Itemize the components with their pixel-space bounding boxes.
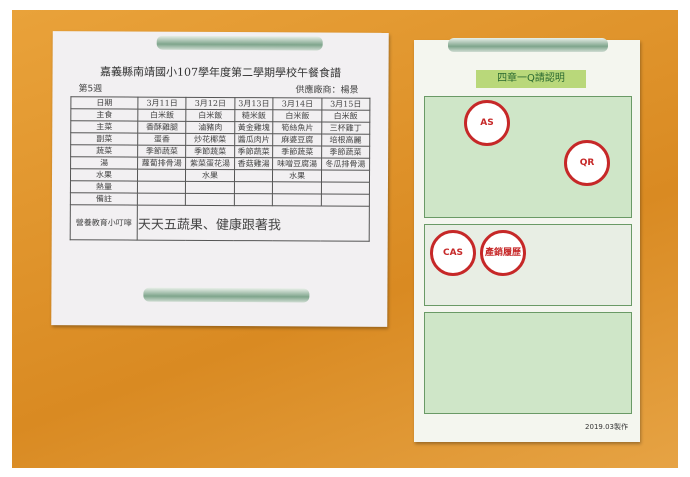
menu-cell: 季節蔬菜 [234,145,274,158]
note-row: 營養教育小叮嚀 天天五蔬果、健康跟著我 [70,204,370,242]
menu-cell: 熱量 [70,180,138,194]
menu-cell: 副菜 [70,132,138,146]
menu-cell: 蛋香 [137,133,187,146]
menu-cell [233,193,273,206]
badge: CAS [430,230,476,276]
slogan: 天天五蔬果、健康跟著我 [137,205,370,242]
menu-cell: 筍絲魚片 [273,121,322,135]
menu-cell: 白米飯 [273,109,322,123]
menu-cell: 季節蔬菜 [273,145,322,159]
supplier: 供應廠商：楊景 [295,85,359,96]
menu-cell: 蘿蔔排骨湯 [137,157,186,170]
menu-cell: 備註 [70,192,138,206]
menu-cell [137,169,186,182]
menu-cell: 水果 [185,169,235,182]
poster-title: 四章一Q請認明 [476,70,586,88]
menu-cell [137,193,186,206]
menu-cell [185,181,235,194]
header-cell: 3月12日 [186,97,235,110]
badge: AS [464,100,510,146]
menu-cell: 炒花椰菜 [186,133,235,146]
menu-cell [272,181,322,195]
menu-cell: 滷豬肉 [186,121,235,134]
menu-cell [321,194,370,207]
menu-cell [185,193,235,206]
menu-cell: 水果 [70,168,138,182]
menu-cell [321,182,370,195]
menu-cell: 三杯雞丁 [321,122,370,135]
menu-cell: 味噌豆腐湯 [272,157,322,171]
menu-cell: 季節蔬菜 [321,146,370,159]
menu-cell: 蔬菜 [70,144,138,158]
menu-cell: 主菜 [70,120,138,134]
clip [448,38,608,52]
poster-footer: 2019.03製作 [585,423,628,431]
menu-cell [234,169,273,182]
week: 第5週 [78,84,103,95]
menu-cell [137,181,186,194]
menu-cell: 糙米飯 [234,109,274,122]
panel [424,312,632,414]
badge: QR [564,140,610,186]
bulletin-board: 嘉義縣南靖國小107學年度第二學期學校午餐食譜 第5週 供應廠商：楊景 日期 3月… [12,10,678,468]
menu-cell: 季節蔬菜 [185,145,235,158]
menu-cell: 白米飯 [186,109,235,122]
menu-cell: 香菇雞湯 [234,157,274,170]
menu-cell: 季節蔬菜 [137,145,187,158]
menu-cell: 黃金雞塊 [234,121,274,134]
menu-cell: 紫菜蛋花湯 [185,157,235,170]
menu-cell [321,170,370,183]
header-cell: 日期 [70,96,139,110]
header-cell: 3月11日 [137,97,187,110]
poster: 四章一Q請認明 AS CAS 產銷履歷 QR 2019.03製作 [414,38,640,442]
badge: 產銷履歷 [480,230,526,276]
menu-cell: 冬瓜排骨湯 [321,158,370,171]
menu-sheet: 嘉義縣南靖國小107學年度第二學期學校午餐食譜 第5週 供應廠商：楊景 日期 3月… [51,31,389,327]
menu-cell [234,181,273,194]
menu-table: 日期 3月11日 3月12日 3月13日 3月14日 3月15日 主食 白米飯 白米飯 糙米飯 白米… [70,96,371,242]
header-cell: 3月14日 [273,97,322,111]
clip [156,35,323,51]
clip [143,287,310,303]
header-cell: 3月13日 [234,97,274,110]
header-cell: 3月15日 [321,98,370,111]
menu-cell: 湯 [70,156,138,170]
menu-cell [272,193,322,207]
menu-sub: 第5週 供應廠商：楊景 [52,81,388,96]
menu-cell: 香酥雞腿 [137,121,187,134]
menu-cell: 白米飯 [137,109,187,122]
menu-cell: 培根高麗 [321,134,370,147]
menu-title: 嘉義縣南靖國小107學年度第二學期學校午餐食譜 [100,65,342,80]
note-label: 營養教育小叮嚀 [70,204,138,241]
menu-cell: 水果 [272,169,322,183]
menu-cell: 麻婆豆腐 [273,133,322,147]
menu-cell: 主食 [70,108,138,122]
menu-cell: 白米飯 [321,110,370,123]
menu-cell: 醬瓜肉片 [234,133,274,146]
